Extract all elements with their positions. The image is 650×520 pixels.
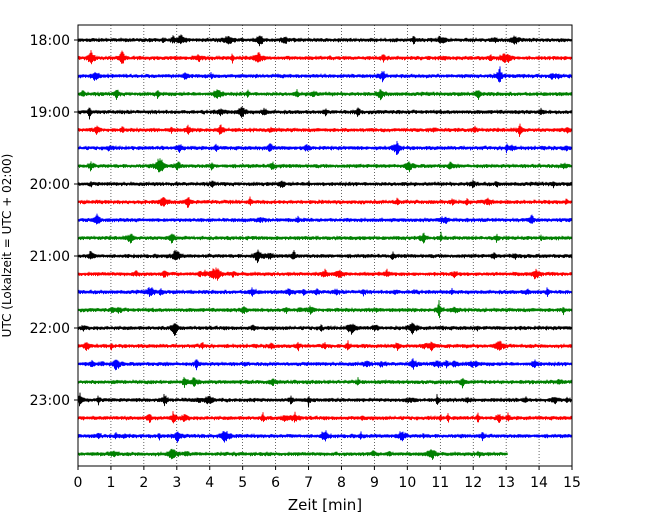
trace-2345: [77, 448, 508, 461]
x-tick-label-6: 6: [271, 475, 280, 491]
x-tick-label-0: 0: [74, 475, 83, 491]
x-axis-ticks: 0 1 2 3 4 5 6 7 8 9 10 11 12 13 14 15: [74, 466, 581, 491]
x-tick-label-12: 12: [464, 475, 482, 491]
trace-2045: [77, 231, 573, 244]
seismogram-traces: [77, 34, 573, 461]
y-tick-label-5: 23:00: [30, 393, 70, 409]
trace-1900: [77, 106, 573, 120]
x-tick-label-13: 13: [497, 475, 515, 491]
trace-1800: [77, 34, 573, 47]
trace-2300: [77, 392, 573, 408]
y-axis-ticks: 18:00 19:00 20:00 21:00 22:00 23:00: [30, 33, 78, 409]
trace-2315: [77, 411, 573, 424]
y-tick-label-0: 18:00: [30, 33, 70, 49]
x-tick-label-10: 10: [398, 475, 416, 491]
trace-2230: [77, 358, 573, 371]
y-tick-label-4: 22:00: [30, 321, 70, 337]
x-tick-label-7: 7: [304, 475, 313, 491]
trace-2000: [77, 179, 573, 189]
trace-2100: [77, 249, 573, 264]
x-tick-label-2: 2: [139, 475, 148, 491]
trace-2245: [77, 376, 573, 389]
trace-1830: [77, 66, 573, 83]
trace-1815: [77, 50, 573, 65]
trace-2115: [77, 267, 573, 281]
plot-frame: [77, 24, 573, 467]
x-tick-label-11: 11: [431, 475, 449, 491]
y-tick-label-3: 21:00: [30, 249, 70, 265]
trace-2145: [77, 299, 573, 319]
x-tick-label-9: 9: [370, 475, 379, 491]
x-tick-label-4: 4: [205, 475, 214, 491]
x-tick-label-1: 1: [106, 475, 115, 491]
trace-2030: [77, 213, 573, 225]
trace-2330: [77, 430, 573, 443]
trace-1945: [77, 158, 573, 173]
y-axis-label: UTC (Lokalzeit = UTC + 02:00): [0, 154, 14, 338]
trace-1930: [77, 140, 573, 156]
trace-1915: [77, 123, 573, 138]
x-tick-label-5: 5: [238, 475, 247, 491]
trace-2130: [77, 286, 573, 298]
x-tick-label-15: 15: [563, 475, 581, 491]
x-tick-label-8: 8: [337, 475, 346, 491]
x-tick-label-3: 3: [172, 475, 181, 491]
x-tick-label-14: 14: [530, 475, 548, 491]
trace-1845: [77, 88, 573, 101]
trace-2215: [77, 340, 573, 352]
y-tick-label-2: 20:00: [30, 177, 70, 193]
x-axis-label: Zeit [min]: [288, 496, 362, 514]
trace-2200: [77, 322, 573, 336]
trace-2015: [77, 196, 573, 208]
y-tick-label-1: 19:00: [30, 105, 70, 121]
